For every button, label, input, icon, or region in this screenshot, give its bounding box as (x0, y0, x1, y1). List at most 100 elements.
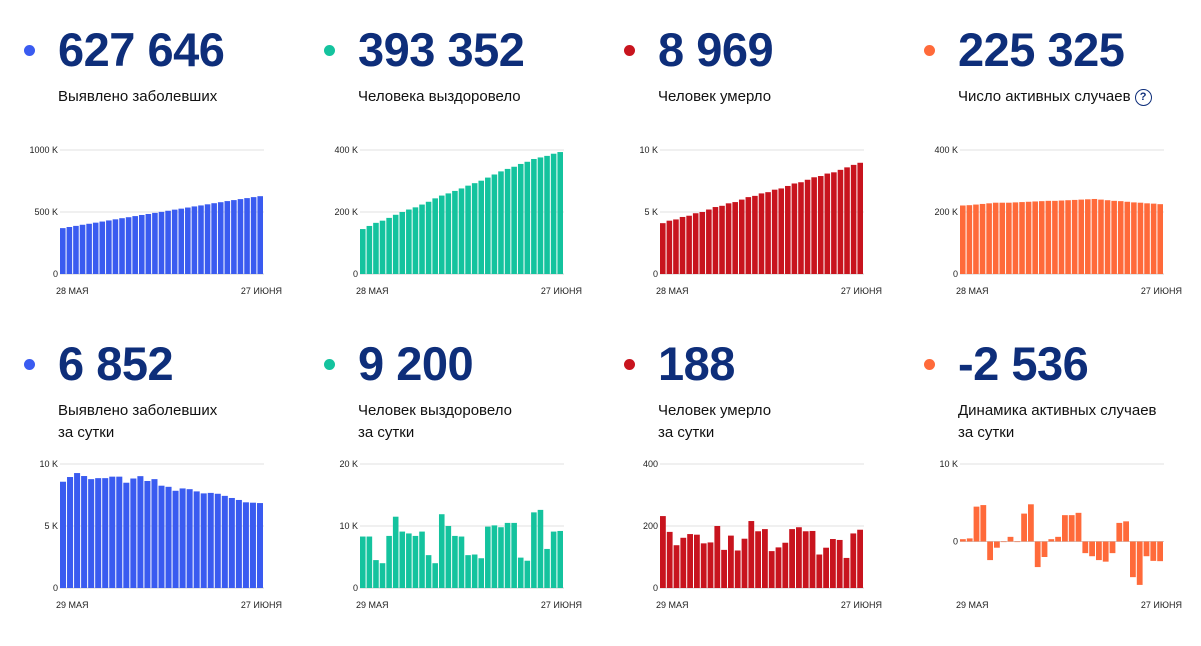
bar (412, 535, 419, 588)
bar (517, 557, 524, 588)
bar (1089, 541, 1095, 557)
y-tick-label: 200 K (934, 207, 958, 217)
caption-line-1: Динамика активных случаев (958, 402, 1157, 419)
bar (406, 209, 412, 274)
bar (979, 203, 986, 274)
y-tick-label: 0 (653, 269, 658, 279)
bar (373, 560, 379, 588)
stat-value: 627 646 (58, 23, 225, 76)
bar (699, 212, 706, 274)
bar-chart: 0 200 400 29 МАЯ 27 ИЮНЯ (643, 459, 882, 610)
y-tick-label: 0 (53, 269, 58, 279)
bar (419, 531, 425, 588)
bar (531, 512, 537, 588)
bar (1052, 200, 1058, 274)
bar (660, 223, 666, 274)
bar (752, 195, 758, 274)
bar (802, 531, 809, 588)
bar (537, 509, 544, 588)
x-tick-label-end: 27 ИЮНЯ (1141, 600, 1182, 610)
y-tick-label: 10 K (939, 459, 958, 469)
bar (228, 497, 235, 588)
stat-caption: Выявлено заболевших за сутки (58, 400, 217, 444)
bar (172, 490, 179, 588)
bar (816, 554, 823, 588)
bar (687, 534, 693, 588)
bar (119, 218, 125, 274)
y-tick-label: 0 (53, 583, 58, 593)
bar (432, 563, 438, 588)
bar (99, 221, 106, 274)
bar (719, 205, 725, 274)
stat-caption: Человек умерло за сутки (658, 400, 771, 444)
stat-caption: Человека выздоровело (358, 86, 521, 108)
bar (999, 202, 1006, 274)
legend-dot (624, 359, 635, 370)
bar (673, 545, 680, 588)
bar (392, 214, 399, 274)
bar (360, 536, 366, 588)
bar (762, 529, 768, 588)
stat-value: 225 325 (958, 23, 1125, 76)
bar (138, 214, 145, 274)
bar (1045, 200, 1052, 274)
legend-dot (324, 359, 335, 370)
bar (498, 171, 504, 274)
bar (392, 516, 399, 588)
caption-line-2: за сутки (658, 424, 715, 441)
bar (550, 531, 557, 588)
bar (130, 478, 137, 588)
bar (116, 476, 123, 588)
bar (1131, 202, 1137, 274)
bar (831, 172, 837, 274)
bar (837, 169, 844, 274)
x-tick-label-start: 29 МАЯ (356, 600, 389, 610)
bar (67, 477, 74, 588)
caption-line-2: за сутки (358, 424, 415, 441)
bar (1085, 199, 1091, 274)
bar (471, 183, 478, 274)
bar (438, 195, 445, 274)
bar (406, 533, 412, 588)
legend-dot (324, 45, 335, 56)
bar (452, 190, 458, 274)
bar (458, 536, 465, 588)
bar (550, 153, 557, 274)
caption-line-1: Человек выздоровело (358, 402, 512, 419)
bar-chart: 0 5 K 10 K 28 МАЯ 27 ИЮНЯ (639, 145, 882, 296)
bar (1078, 199, 1085, 274)
bar (734, 550, 741, 588)
legend-dot (24, 359, 35, 370)
y-tick-label: 1000 K (29, 145, 58, 155)
bar (817, 176, 824, 274)
bar (125, 217, 132, 274)
caption-line-1: Человека выздоровело (358, 88, 521, 105)
bar (987, 541, 993, 561)
bar (732, 202, 738, 274)
bar-chart: 0 200 K 400 K 28 МАЯ 27 ИЮНЯ (334, 145, 582, 296)
bar (706, 209, 712, 274)
legend-dot (924, 359, 935, 370)
bar (458, 188, 465, 274)
bar (544, 155, 550, 274)
bar (1104, 200, 1111, 274)
bar (531, 158, 537, 274)
x-tick-label-end: 27 ИЮНЯ (241, 600, 282, 610)
bar (1123, 521, 1129, 542)
bar (1144, 203, 1150, 274)
y-tick-label: 10 K (39, 459, 58, 469)
bar (425, 555, 432, 588)
bar (850, 533, 857, 588)
bar (1025, 201, 1032, 274)
bar (524, 560, 531, 588)
bar (171, 209, 178, 274)
caption-line-1: Выявлено заболевших (58, 88, 218, 105)
bar (1058, 200, 1065, 274)
bar (1143, 541, 1150, 557)
help-icon[interactable]: ? (1134, 89, 1152, 106)
bar (366, 225, 373, 274)
bar (1150, 203, 1157, 274)
bar (798, 182, 804, 274)
bar (796, 527, 802, 588)
bar (123, 482, 130, 588)
